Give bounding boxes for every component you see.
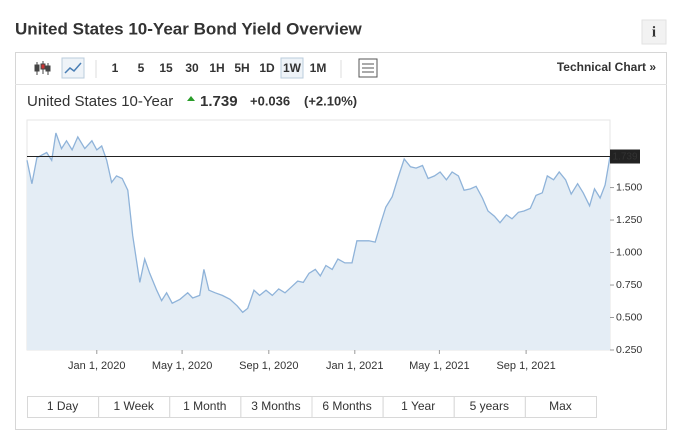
interval-button[interactable]: 1H bbox=[209, 61, 224, 75]
x-tick-label: May 1, 2020 bbox=[152, 360, 213, 372]
period-label[interactable]: 1 Day bbox=[47, 399, 78, 413]
technical-chart-link[interactable]: Technical Chart » bbox=[557, 60, 656, 74]
quote-change-pct: (+2.10%) bbox=[304, 93, 357, 108]
x-tick-label: Sep 1, 2021 bbox=[496, 360, 555, 372]
interval-active[interactable] bbox=[280, 57, 304, 79]
interval-button[interactable]: 1 bbox=[112, 61, 119, 75]
y-tick-label: 0.500 bbox=[616, 311, 642, 323]
interval-button[interactable]: 1M bbox=[310, 61, 327, 75]
period-label[interactable]: 1 Month bbox=[183, 399, 226, 413]
x-tick-label: Jan 1, 2020 bbox=[68, 360, 126, 372]
line-chart-icon[interactable] bbox=[64, 62, 82, 74]
interval-button[interactable]: 1W bbox=[283, 61, 302, 75]
quote-price: 1.739 bbox=[200, 93, 238, 110]
period-label[interactable]: Max bbox=[549, 399, 572, 413]
period-label[interactable]: 6 Months bbox=[322, 399, 371, 413]
up-arrow bbox=[187, 96, 195, 101]
current-value-label: 1.739 bbox=[612, 152, 637, 163]
current-value-box bbox=[610, 149, 640, 164]
y-tick-label: 1.250 bbox=[616, 214, 642, 226]
x-tick-label: May 1, 2021 bbox=[409, 360, 470, 372]
interval-button[interactable]: 15 bbox=[159, 61, 173, 75]
y-tick-label: 1.500 bbox=[616, 181, 642, 193]
interval-button[interactable]: 5H bbox=[234, 61, 249, 75]
plot: Investing.com0.2500.5000.7501.0001.2501.… bbox=[26, 119, 642, 372]
y-tick-label: 0.750 bbox=[616, 279, 642, 291]
x-tick-label: Jan 1, 2021 bbox=[326, 360, 384, 372]
period-label[interactable]: 5 years bbox=[470, 399, 509, 413]
period-button[interactable] bbox=[524, 396, 597, 418]
line-chart-button[interactable] bbox=[61, 57, 85, 79]
line bbox=[26, 132, 611, 314]
interval-button[interactable]: 30 bbox=[185, 61, 199, 75]
period-label[interactable]: 3 Months bbox=[251, 399, 300, 413]
period-label[interactable]: 1 Year bbox=[401, 399, 435, 413]
interval-button[interactable]: 5 bbox=[138, 61, 145, 75]
period-label[interactable]: 1 Week bbox=[113, 399, 154, 413]
widget-frame bbox=[15, 52, 667, 430]
candlestick-icon[interactable] bbox=[34, 61, 51, 75]
quote-change: +0.036 bbox=[250, 93, 290, 108]
quote-name: United States 10-Year bbox=[27, 93, 173, 110]
y-tick-label: 0.250 bbox=[616, 344, 642, 356]
info-icon[interactable]: i bbox=[652, 24, 656, 40]
info-button[interactable] bbox=[641, 19, 667, 45]
x-tick-label: Sep 1, 2020 bbox=[239, 360, 298, 372]
area bbox=[27, 133, 610, 350]
interval-button[interactable]: 1D bbox=[259, 61, 275, 75]
page-title: United States 10-Year Bond Yield Overvie… bbox=[15, 19, 363, 38]
y-tick-label: 1.000 bbox=[616, 246, 642, 258]
